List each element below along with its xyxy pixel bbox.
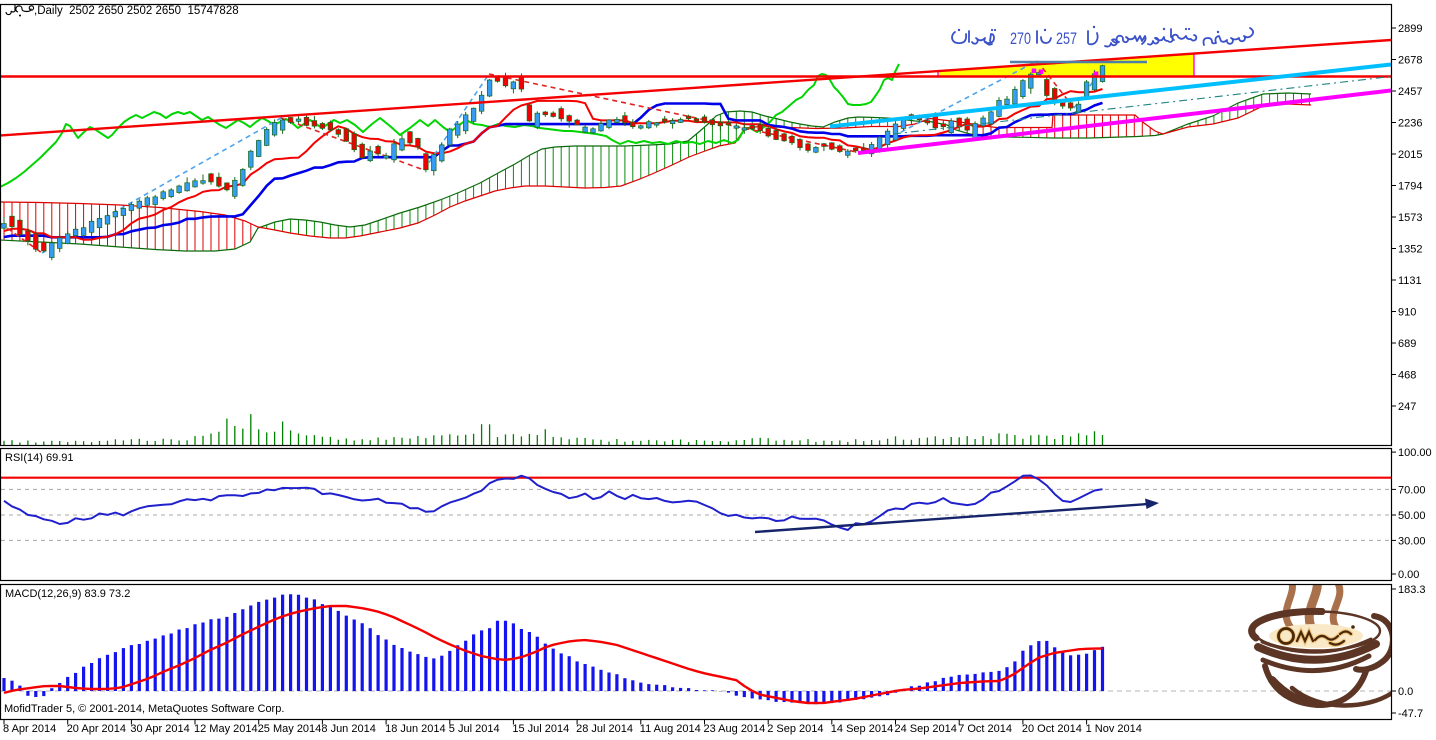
svg-text:11 Aug 2014: 11 Aug 2014 [640,723,701,735]
svg-text:0.0: 0.0 [1398,686,1413,698]
svg-text:1573: 1573 [1398,212,1422,224]
svg-text:24 Sep 2014: 24 Sep 2014 [895,723,957,735]
svg-text:20 Apr 2014: 20 Apr 2014 [67,723,126,735]
svg-text:18 Jun 2014: 18 Jun 2014 [385,723,446,735]
svg-text:689: 689 [1398,338,1416,350]
svg-text:25 May 2014: 25 May 2014 [258,723,322,735]
svg-text:,Daily 2502 2650 2502 2650 1: ,Daily 2502 2650 2502 2650 15747828 [34,5,239,17]
svg-text:RSI(14) 69.91: RSI(14) 69.91 [5,452,73,464]
svg-text:270: 270 [1010,30,1031,48]
svg-text:8 Apr 2014: 8 Apr 2014 [3,723,56,735]
svg-text:23 Aug 2014: 23 Aug 2014 [704,723,766,735]
svg-text:910: 910 [1398,307,1416,319]
svg-text:257: 257 [1056,30,1077,48]
svg-text:0.00: 0.00 [1398,569,1419,581]
svg-text:-47.7: -47.7 [1398,708,1423,720]
svg-text:2015: 2015 [1398,149,1422,161]
svg-text:247: 247 [1398,401,1416,413]
svg-text:12 May 2014: 12 May 2014 [194,723,258,735]
svg-text:30 Apr 2014: 30 Apr 2014 [130,723,189,735]
svg-text:2457: 2457 [1398,86,1422,98]
svg-text:7 Oct 2014: 7 Oct 2014 [958,723,1012,735]
svg-text:2899: 2899 [1398,23,1422,35]
svg-text:100.00: 100.00 [1398,447,1432,459]
svg-text:2236: 2236 [1398,118,1422,130]
svg-text:2678: 2678 [1398,55,1422,67]
svg-text:468: 468 [1398,370,1416,382]
svg-text:14 Sep 2014: 14 Sep 2014 [831,723,893,735]
svg-text:15 Jul 2014: 15 Jul 2014 [512,723,569,735]
svg-text:8 Jun 2014: 8 Jun 2014 [321,723,375,735]
svg-text:183.3: 183.3 [1398,584,1426,596]
svg-text:70.00: 70.00 [1398,484,1426,496]
svg-text:1352: 1352 [1398,244,1422,256]
svg-text:2 Sep 2014: 2 Sep 2014 [767,723,823,735]
svg-text:1 Nov 2014: 1 Nov 2014 [1086,723,1142,735]
svg-text:MofidTrader 5, © 2001-2014, Me: MofidTrader 5, © 2001-2014, MetaQuotes S… [4,703,284,715]
svg-text:28 Jul 2014: 28 Jul 2014 [576,723,633,735]
svg-text:5 Jul 2014: 5 Jul 2014 [449,723,500,735]
svg-text:1794: 1794 [1398,181,1422,193]
svg-text:1131: 1131 [1398,275,1422,287]
svg-text:MACD(12,26,9) 83.9 73.2: MACD(12,26,9) 83.9 73.2 [5,588,130,600]
svg-text:20 Oct 2014: 20 Oct 2014 [1022,723,1082,735]
svg-text:30.00: 30.00 [1398,535,1426,547]
svg-text:50.00: 50.00 [1398,510,1426,522]
